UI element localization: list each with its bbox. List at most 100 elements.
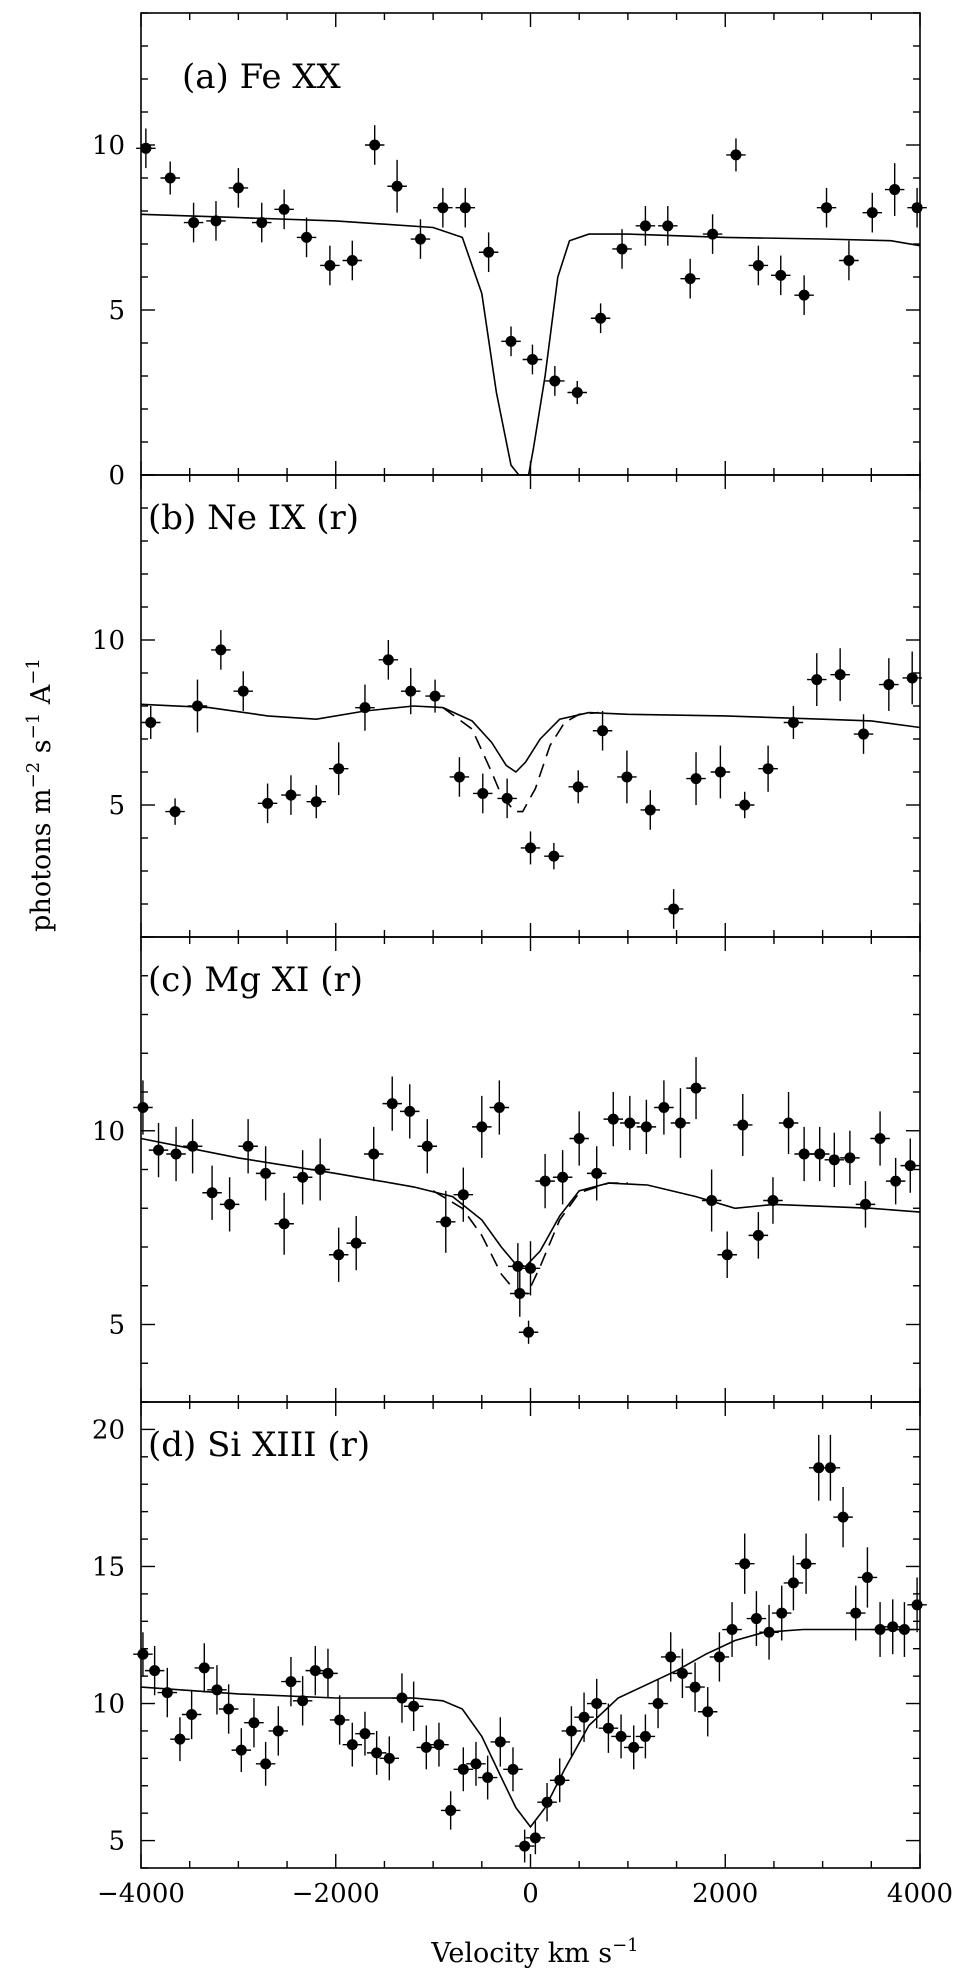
data-marker <box>739 799 751 811</box>
data-marker <box>616 243 628 255</box>
data-marker <box>493 1102 505 1113</box>
data-marker <box>628 1741 640 1753</box>
data-marker <box>898 1624 910 1636</box>
x-axis-title: Velocity km s−1 <box>430 1935 638 1969</box>
data-point <box>514 1829 535 1863</box>
data-point <box>830 648 850 702</box>
data-marker <box>188 217 200 229</box>
panel-b: 5 10 (b) Ne IX (r) <box>92 474 922 938</box>
data-point <box>885 1157 906 1205</box>
data-marker <box>170 1148 182 1160</box>
panels: 0 5 10 (a) Fe XX 5 10 (b) Ne IX (r) 5 10 (c) Mg X… <box>92 12 953 1909</box>
data-point <box>501 326 521 357</box>
data-point <box>187 679 208 733</box>
data-marker <box>301 231 313 243</box>
data-point <box>845 1585 866 1641</box>
data-marker <box>684 273 696 285</box>
x-tick-label: 0 <box>522 1879 539 1909</box>
panel-label: (b) Ne IX (r) <box>148 498 359 538</box>
data-marker <box>602 1722 614 1734</box>
data-point <box>710 745 731 799</box>
data-point <box>489 1080 510 1135</box>
data-point <box>520 1241 541 1296</box>
data-marker <box>314 1164 326 1175</box>
data-marker <box>824 1462 836 1474</box>
panel-label: (c) Mg XI (r) <box>148 960 363 1000</box>
data-marker <box>541 1796 553 1808</box>
data-marker <box>224 1198 236 1210</box>
data-point <box>640 790 661 830</box>
data-point <box>148 1123 169 1178</box>
data-point <box>231 1728 252 1773</box>
data-marker <box>405 685 417 697</box>
x-tick-label: 4000 <box>887 1879 953 1909</box>
data-point <box>882 1599 903 1655</box>
data-marker <box>137 1648 149 1660</box>
data-point <box>748 1212 769 1259</box>
data-marker <box>889 184 901 196</box>
data-point <box>274 189 294 230</box>
data-marker <box>414 233 426 245</box>
data-marker <box>565 1725 577 1737</box>
data-marker <box>800 1558 812 1570</box>
data-marker <box>346 1739 358 1751</box>
data-marker <box>391 180 403 192</box>
data-point <box>387 159 407 213</box>
data-point <box>807 653 827 706</box>
data-point <box>328 1227 349 1282</box>
data-point <box>598 1703 619 1753</box>
data-marker <box>737 1119 749 1131</box>
data-point <box>157 1667 178 1718</box>
data-marker <box>525 842 536 854</box>
y-tick-label: 5 <box>108 791 125 821</box>
data-marker <box>690 1082 702 1094</box>
data-point <box>206 201 226 241</box>
data-point <box>894 1602 915 1657</box>
data-point <box>617 750 637 804</box>
y-tick-label: 5 <box>108 1311 125 1341</box>
data-marker <box>548 850 560 862</box>
data-marker <box>844 1152 856 1164</box>
data-point <box>255 1146 276 1201</box>
data-marker <box>433 1739 445 1751</box>
data-point <box>366 1730 387 1775</box>
data-marker <box>887 1621 899 1633</box>
y-tick-label: 10 <box>92 131 125 161</box>
data-marker <box>445 1804 457 1816</box>
data-point <box>346 1216 366 1271</box>
data-point <box>636 1099 657 1154</box>
data-marker <box>512 1260 524 1272</box>
data-marker <box>429 690 441 702</box>
data-point <box>416 1725 437 1770</box>
data-marker <box>529 1832 541 1844</box>
data-marker <box>248 1717 260 1729</box>
data-point <box>379 1736 400 1781</box>
data-point <box>194 1643 215 1693</box>
data-point <box>809 1126 830 1182</box>
data-point <box>378 640 399 680</box>
data-marker <box>260 1758 272 1770</box>
data-point <box>686 752 706 805</box>
data-point <box>603 1092 624 1147</box>
data-point <box>635 206 656 246</box>
data-point <box>544 842 564 870</box>
data-point <box>574 1692 594 1742</box>
data-point <box>440 1791 461 1830</box>
data-marker <box>644 804 656 816</box>
data-marker <box>206 1187 218 1199</box>
data-point <box>567 380 587 405</box>
data-point <box>170 1717 190 1762</box>
data-point <box>733 1093 753 1156</box>
data-marker <box>161 1687 173 1699</box>
data-point <box>759 1604 779 1660</box>
data-marker <box>572 781 584 793</box>
data-marker <box>346 255 358 266</box>
data-point <box>537 1783 557 1822</box>
y-tick-label: 10 <box>92 626 125 656</box>
data-point <box>183 202 204 243</box>
data-marker <box>333 1249 345 1261</box>
data-marker <box>811 674 823 686</box>
data-point <box>477 1755 498 1800</box>
data-point <box>429 1722 449 1767</box>
